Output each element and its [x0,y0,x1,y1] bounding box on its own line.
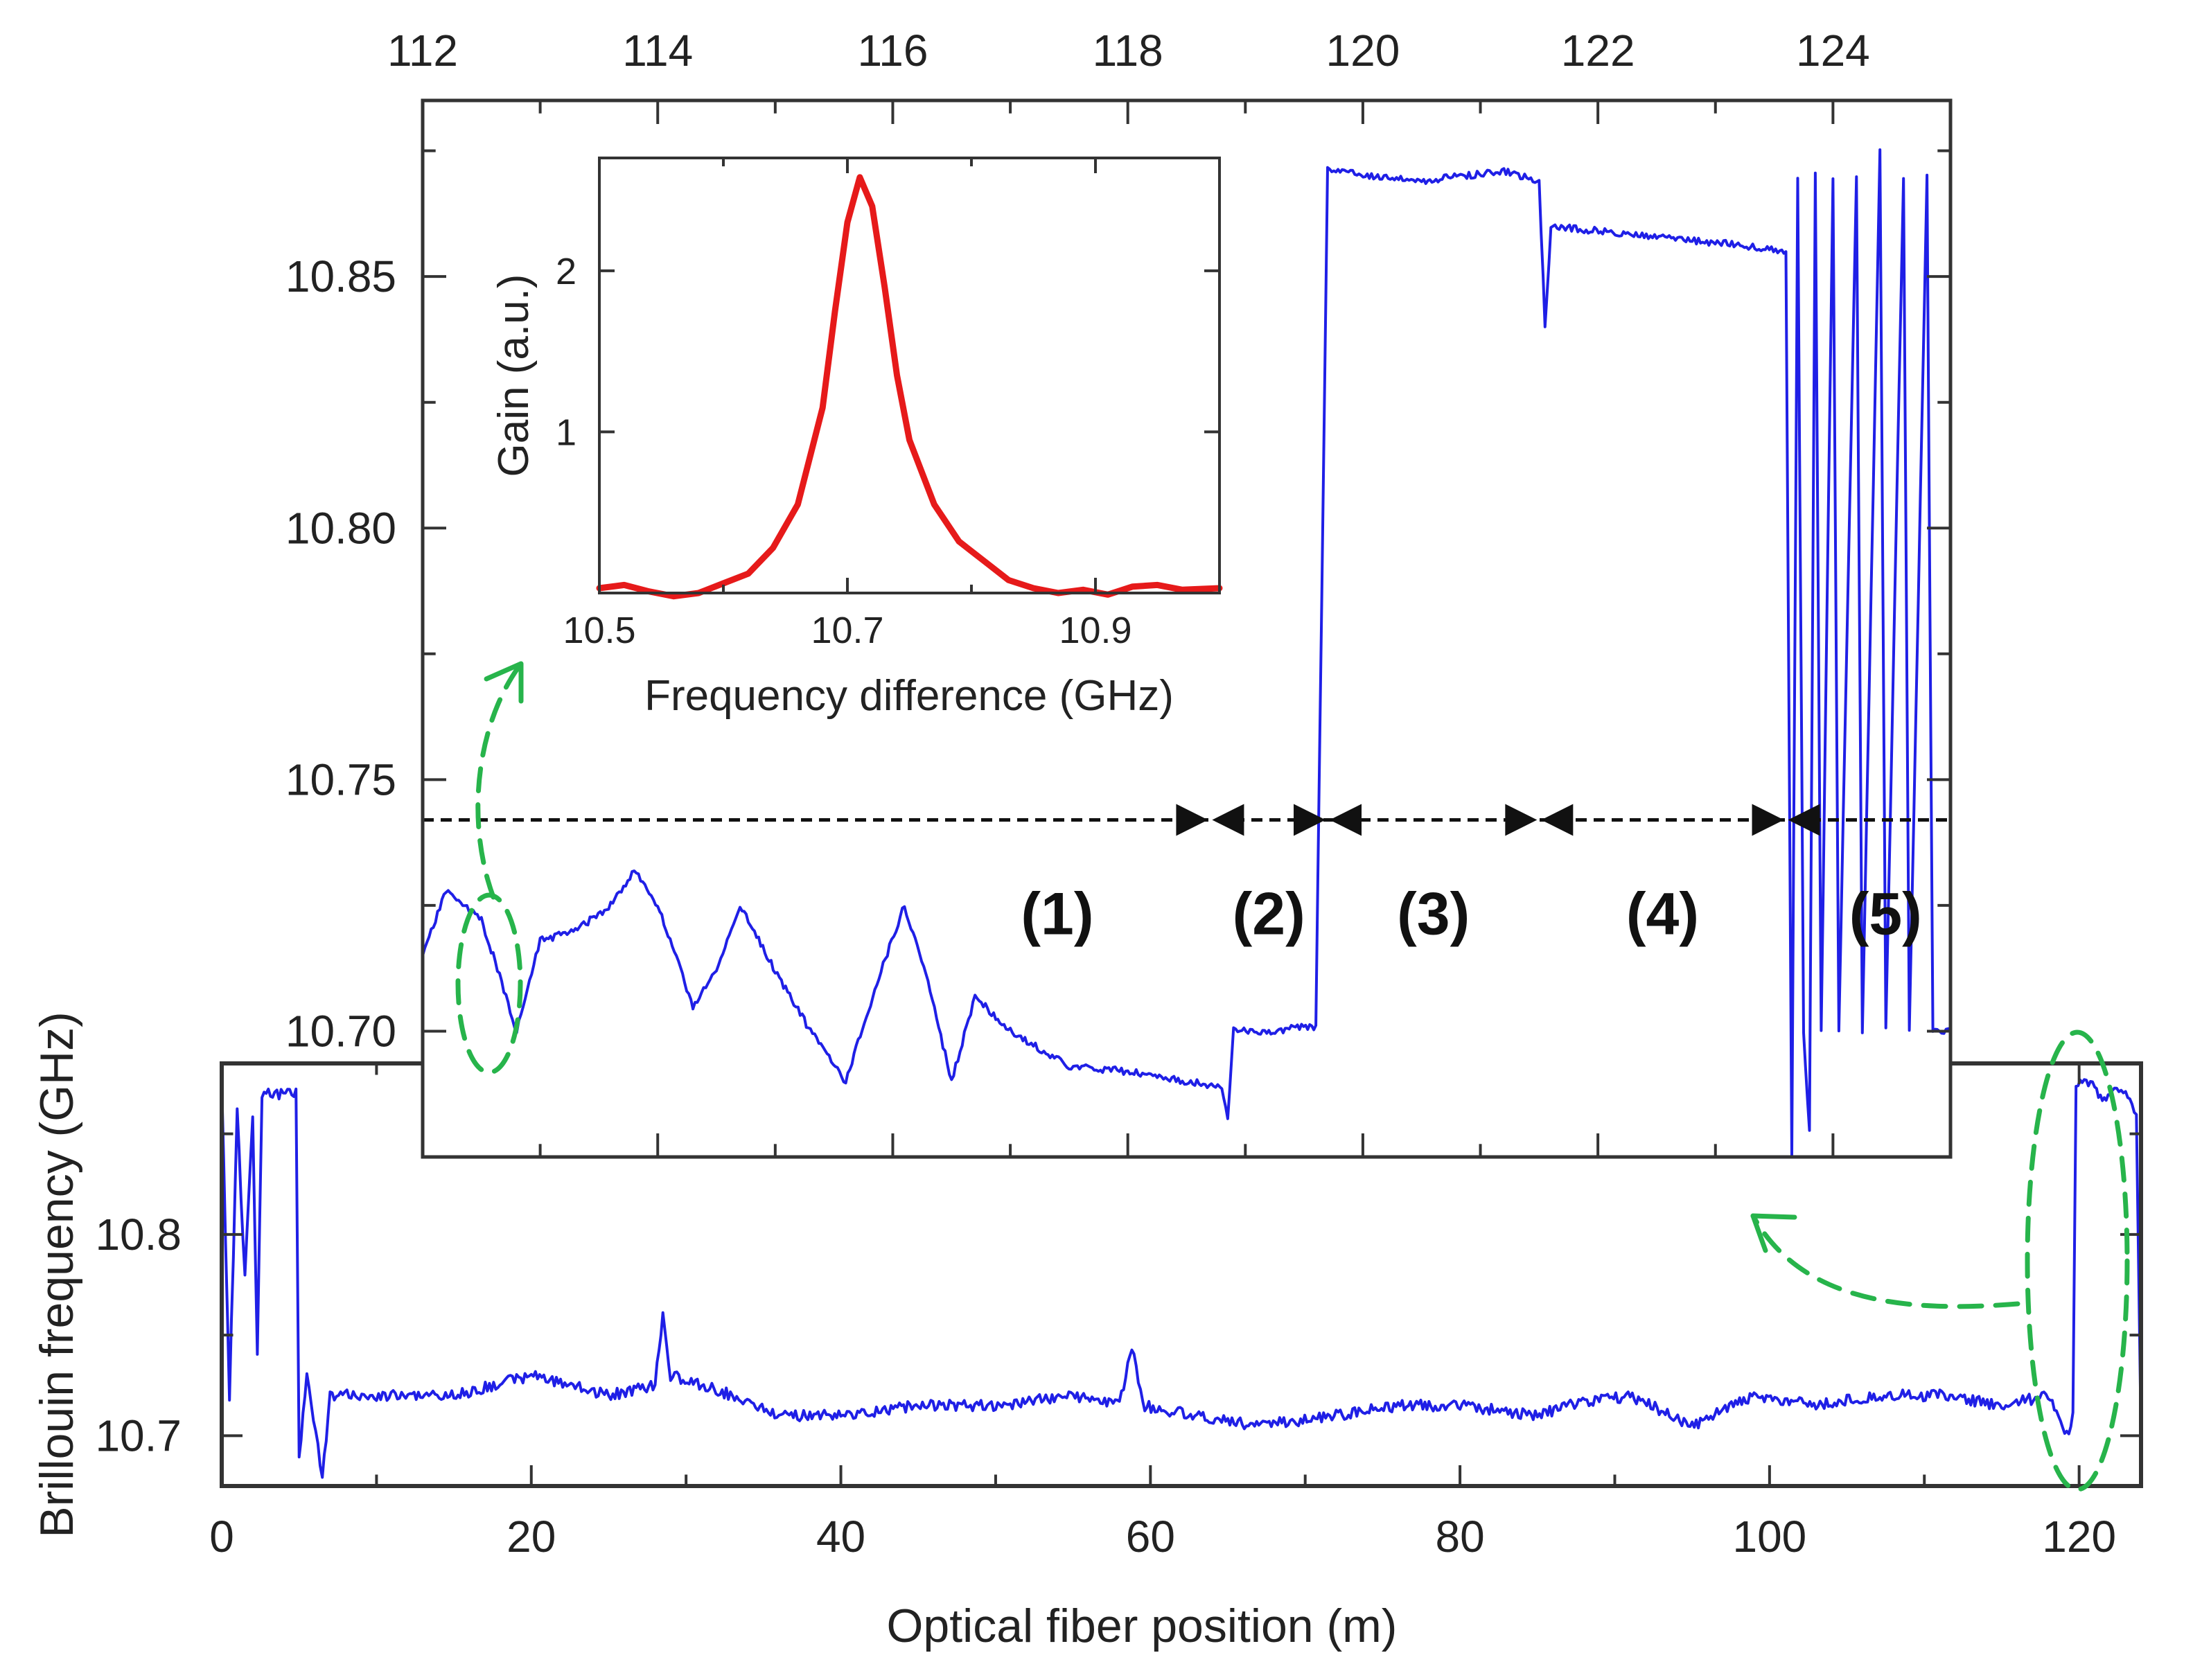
zoom-pointer-arrowhead-right [1750,1213,1797,1253]
region-label: (4) [1626,881,1699,947]
main-x-tick-label: 40 [816,1512,865,1562]
zoom-x-tick-label: 120 [1326,26,1400,76]
zoom-x-tick-label: 112 [387,26,458,76]
region-label: (3) [1397,881,1470,947]
zoom-y-tick-label: 10.75 [285,754,396,804]
zoom-x-tick-label: 122 [1561,26,1635,76]
main-plot-y-tick-labels: 10.7 10.8 [95,1210,182,1460]
zoom-plot-ticks [421,100,1952,1157]
main-plot-x-tick-labels: 0 20 40 60 80 100 120 [209,1512,2116,1562]
main-x-axis-title: Optical fiber position (m) [887,1600,1398,1652]
inset-x-tick-label: 10.9 [1059,610,1131,651]
region-boundary-arrow-right [1176,804,1208,836]
zoom-x-tick-label: 116 [857,26,928,76]
main-x-tick-label: 20 [507,1512,556,1562]
inset-series-line [596,174,1223,600]
main-y-axis-title: Brillouin frequency (GHz) [30,1011,83,1538]
inset-plot-y-tick-labels: 12 [556,251,576,454]
inset-plot-line-layer [596,174,1223,600]
zoom-series-line [421,148,1952,1158]
zoom-pointer-arrow-right [1750,1213,2020,1309]
region-boundary-arrow-right [1752,804,1784,836]
inset-x-tick-label: 10.7 [811,610,883,651]
region-boundary-arrow-right [1294,804,1326,836]
zoom-x-tick-label: 114 [622,26,693,76]
zoom-y-tick-label: 10.70 [285,1006,396,1056]
zoom-plot-x-tick-labels: 112 114 116 118 120 122 124 [387,26,1870,76]
zoom-y-tick-label: 10.80 [285,503,396,553]
main-y-tick-label: 10.8 [95,1210,182,1259]
inset-plot: 10.5 10.7 10.9 12 Frequency difference (GH… [490,157,1223,720]
main-x-tick-label: 120 [2042,1512,2116,1562]
region-label: (1) [1021,881,1093,947]
region-boundary-arrow-right [1505,804,1538,836]
main-x-tick-label: 0 [209,1512,234,1562]
region-boundary-arrow-left [1212,804,1244,836]
inset-y-tick-label: 1 [556,412,576,453]
main-y-tick-label: 10.7 [95,1411,182,1460]
region-boundary-arrow-left [1788,804,1820,836]
inset-y-tick-label: 2 [556,251,576,292]
inset-x-axis-title: Frequency difference (GHz) [644,672,1174,720]
zoom-x-tick-label: 118 [1093,26,1163,76]
zoom-plot: (1) (2) (3) (4) (5) 112 114 116 118 120 122 124 10… [285,26,1953,1159]
fiber-end-highlight-ellipse [2025,1029,2130,1492]
main-plot: 0 20 40 60 80 100 120 10.7 10.8 Optical fiber p… [30,1011,2143,1652]
main-series-line [220,1078,2142,1479]
inset-plot-ticks [598,158,1221,593]
zoom-plot-line-layer [421,148,1952,1158]
zoom-plot-frame [421,98,1953,1159]
main-x-tick-label: 60 [1126,1512,1175,1562]
inset-pointer-arrow-left [475,661,524,900]
main-x-tick-label: 80 [1436,1512,1485,1562]
zoom-plot-y-tick-labels: 10.70 10.75 10.80 10.85 [285,251,396,1056]
region-label: (2) [1233,881,1305,947]
main-x-tick-label: 100 [1732,1512,1806,1562]
zoom-x-tick-label: 124 [1796,26,1870,76]
zoom-plot-background [423,100,1950,1157]
region-boundary-arrow-left [1541,804,1574,836]
inset-x-tick-label: 10.5 [563,610,635,651]
zoom-plot-region-markers: (1) (2) (3) (4) (5) [423,804,1950,947]
zoom-y-tick-label: 10.85 [285,251,396,301]
main-plot-line-layer [220,1078,2142,1479]
zoom-annotations [455,661,2130,1492]
region-label: (5) [1849,881,1922,947]
region-boundary-arrow-left [1330,804,1362,836]
inset-pointer-arrowhead-left [484,661,524,704]
inset-plot-x-tick-labels: 10.5 10.7 10.9 [563,610,1131,651]
inset-y-axis-title: Gain (a.u.) [490,274,538,477]
inset-plot-frame [598,157,1221,594]
spectrum-location-ellipse [455,892,523,1075]
